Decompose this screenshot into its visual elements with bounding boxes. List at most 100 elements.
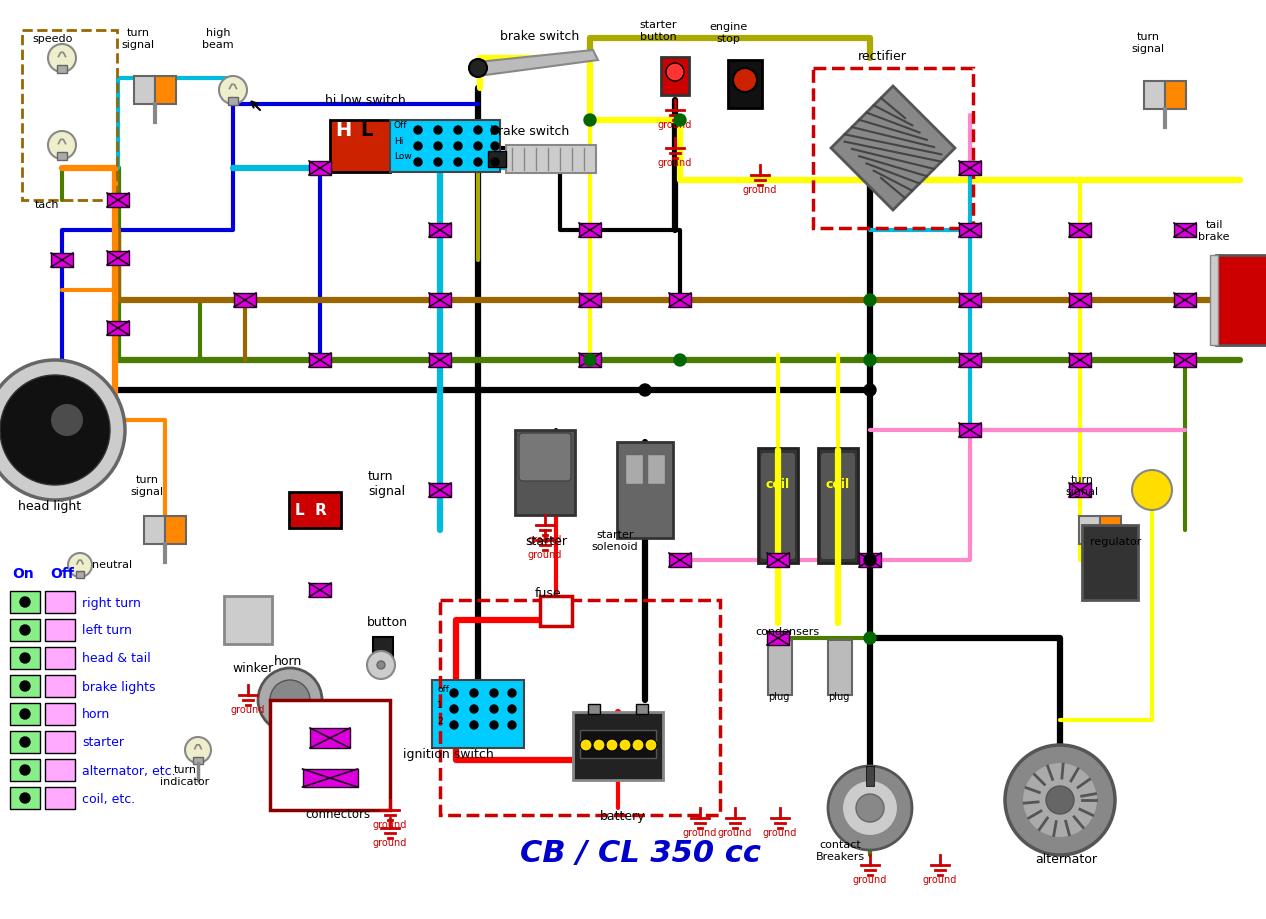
Circle shape <box>434 142 442 150</box>
Bar <box>309 353 330 367</box>
Circle shape <box>863 354 876 366</box>
Bar <box>1144 81 1165 109</box>
Text: starter
solenoid: starter solenoid <box>591 530 638 552</box>
Circle shape <box>674 354 686 366</box>
Bar <box>57 65 67 74</box>
Bar <box>617 442 674 538</box>
Text: head light: head light <box>18 500 81 513</box>
Bar <box>636 704 648 714</box>
Bar <box>108 251 129 265</box>
Circle shape <box>508 705 517 713</box>
Text: connectors: connectors <box>305 808 370 821</box>
Text: battery: battery <box>600 810 646 823</box>
Bar <box>303 769 357 787</box>
Bar <box>758 448 798 563</box>
Text: horn: horn <box>82 709 110 721</box>
Circle shape <box>20 597 30 607</box>
Text: tail
brake: tail brake <box>1198 221 1229 242</box>
Bar <box>57 152 67 161</box>
Circle shape <box>68 553 92 577</box>
Circle shape <box>20 653 30 663</box>
Circle shape <box>491 142 499 150</box>
FancyBboxPatch shape <box>820 453 855 559</box>
Circle shape <box>454 126 462 134</box>
Bar <box>1174 293 1196 307</box>
Bar <box>10 731 41 753</box>
Bar <box>960 293 981 307</box>
Bar <box>767 553 789 567</box>
Bar <box>330 120 390 172</box>
Circle shape <box>580 739 592 751</box>
Bar <box>10 759 41 781</box>
Bar <box>310 728 349 748</box>
Text: On: On <box>11 567 34 581</box>
Bar <box>309 161 330 175</box>
Bar <box>1100 516 1120 544</box>
Text: ground: ground <box>682 828 717 838</box>
Bar <box>429 483 451 497</box>
Text: ground: ground <box>658 120 693 130</box>
Text: left turn: left turn <box>82 625 132 638</box>
Bar <box>960 223 981 237</box>
Circle shape <box>20 793 30 803</box>
Circle shape <box>632 739 644 751</box>
Bar <box>960 423 981 437</box>
Bar <box>234 293 256 307</box>
Bar <box>429 353 451 367</box>
Bar <box>270 700 390 810</box>
Bar <box>441 600 720 815</box>
Bar <box>866 766 874 786</box>
Bar <box>625 454 643 484</box>
Bar <box>728 60 762 108</box>
Bar <box>1210 255 1218 345</box>
Circle shape <box>473 158 482 166</box>
Circle shape <box>1005 745 1115 855</box>
Bar <box>860 553 881 567</box>
Bar <box>46 787 75 809</box>
Text: ground: ground <box>763 828 798 838</box>
Bar <box>46 731 75 753</box>
Circle shape <box>470 705 479 713</box>
Circle shape <box>863 632 876 644</box>
Text: neutral: neutral <box>92 560 132 570</box>
Text: turn
signal: turn signal <box>1132 32 1165 54</box>
Circle shape <box>828 766 912 850</box>
Text: Off: Off <box>49 567 73 581</box>
Text: condensers: condensers <box>755 627 819 637</box>
Text: coil: coil <box>825 478 849 491</box>
Circle shape <box>491 126 499 134</box>
Circle shape <box>449 705 458 713</box>
Circle shape <box>1132 470 1172 510</box>
Circle shape <box>0 360 125 500</box>
Bar <box>46 647 75 669</box>
Circle shape <box>470 689 479 697</box>
Circle shape <box>414 126 422 134</box>
Text: ground: ground <box>230 705 265 715</box>
Bar <box>1069 353 1091 367</box>
Bar <box>1069 223 1091 237</box>
Text: brake switch: brake switch <box>490 125 570 138</box>
Bar <box>579 293 601 307</box>
Text: ground: ground <box>528 550 562 560</box>
Circle shape <box>270 680 310 720</box>
Bar <box>154 76 176 104</box>
Circle shape <box>606 739 618 751</box>
Text: starter
button: starter button <box>639 20 677 42</box>
Bar <box>51 253 73 267</box>
Text: regulator: regulator <box>1090 537 1141 547</box>
Bar <box>818 448 858 563</box>
Text: alternator: alternator <box>1036 853 1098 866</box>
Circle shape <box>377 661 385 669</box>
Circle shape <box>863 384 876 396</box>
Bar <box>1082 525 1138 600</box>
Circle shape <box>0 375 110 485</box>
Bar <box>579 353 601 367</box>
Circle shape <box>666 63 684 81</box>
Text: ground: ground <box>743 185 777 195</box>
Bar <box>134 76 154 104</box>
Bar <box>228 97 238 106</box>
Circle shape <box>454 142 462 150</box>
Text: rectifier: rectifier <box>857 50 906 63</box>
Text: H: H <box>335 121 351 140</box>
Circle shape <box>491 158 499 166</box>
